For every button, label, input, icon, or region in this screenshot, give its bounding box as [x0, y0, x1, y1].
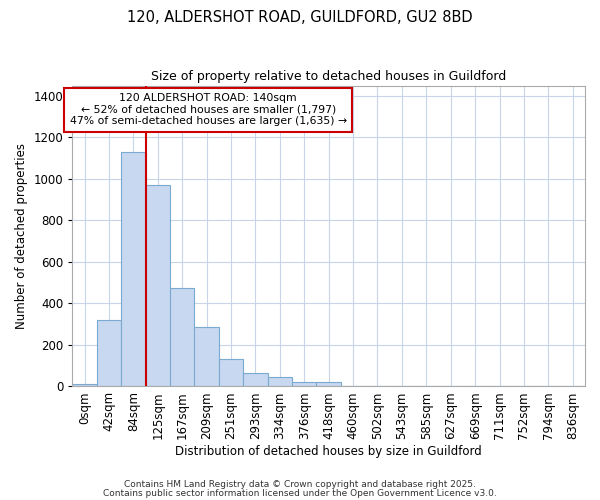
- Bar: [243, 373, 268, 386]
- Bar: [97, 320, 121, 386]
- Bar: [73, 384, 97, 386]
- Text: Contains HM Land Registry data © Crown copyright and database right 2025.: Contains HM Land Registry data © Crown c…: [124, 480, 476, 489]
- Text: Contains public sector information licensed under the Open Government Licence v3: Contains public sector information licen…: [103, 488, 497, 498]
- Text: 120 ALDERSHOT ROAD: 140sqm
← 52% of detached houses are smaller (1,797)
47% of s: 120 ALDERSHOT ROAD: 140sqm ← 52% of deta…: [70, 93, 347, 126]
- Bar: [292, 382, 316, 386]
- Title: Size of property relative to detached houses in Guildford: Size of property relative to detached ho…: [151, 70, 506, 83]
- X-axis label: Distribution of detached houses by size in Guildford: Distribution of detached houses by size …: [175, 444, 482, 458]
- Bar: [146, 185, 170, 386]
- Bar: [121, 152, 146, 386]
- Bar: [268, 377, 292, 386]
- Text: 120, ALDERSHOT ROAD, GUILDFORD, GU2 8BD: 120, ALDERSHOT ROAD, GUILDFORD, GU2 8BD: [127, 10, 473, 25]
- Bar: [219, 360, 243, 386]
- Y-axis label: Number of detached properties: Number of detached properties: [15, 143, 28, 329]
- Bar: [194, 328, 219, 386]
- Bar: [170, 288, 194, 386]
- Bar: [316, 382, 341, 386]
